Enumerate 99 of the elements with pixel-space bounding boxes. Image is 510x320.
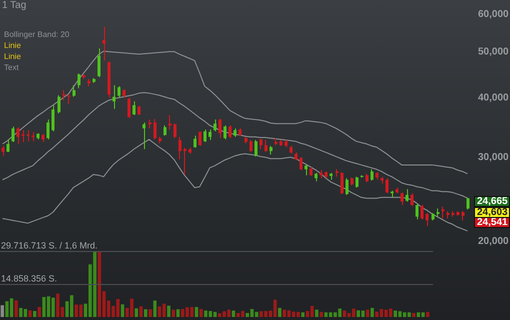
candlestick (370, 168, 374, 182)
candlestick (112, 84, 116, 110)
y-tick-label: 60,000 (478, 8, 510, 20)
candlestick (224, 124, 226, 140)
bar (254, 312, 258, 317)
candlestick (410, 192, 414, 206)
candlestick (102, 26, 106, 62)
bar (320, 312, 324, 317)
candlestick (254, 140, 258, 158)
candlestick (300, 156, 302, 171)
candlestick (346, 178, 348, 196)
candlestick (462, 210, 464, 221)
ref-line-label: 14.858.356 S. (1, 273, 58, 284)
candlestick (142, 122, 146, 150)
candlestick (16, 126, 20, 144)
bar (194, 307, 198, 317)
candlestick (250, 140, 252, 152)
candlestick (204, 129, 206, 142)
bar (33, 311, 36, 317)
bar (42, 297, 46, 317)
candlestick (386, 178, 388, 194)
bar (246, 313, 250, 317)
candlestick (416, 204, 418, 220)
candlestick (184, 147, 186, 175)
bar (172, 310, 176, 317)
candlestick (194, 135, 196, 148)
candlestick (340, 172, 344, 195)
y-tick-label: 40,000 (478, 92, 510, 104)
annotation: Linie (4, 52, 21, 61)
bar (301, 312, 305, 317)
candlestick (128, 97, 130, 118)
candlestick (264, 140, 268, 152)
candlestick (32, 131, 34, 142)
candlestick (406, 188, 408, 202)
bar (232, 310, 236, 317)
candlestick (356, 176, 358, 188)
bar (98, 251, 102, 317)
candlestick (98, 48, 100, 78)
annotation: Linie (4, 41, 21, 50)
bar (144, 309, 148, 317)
candlestick (208, 129, 212, 141)
candlestick (420, 204, 424, 220)
candlestick (12, 126, 14, 142)
candlestick (72, 84, 76, 98)
candlestick (214, 119, 216, 132)
candlestick (62, 90, 66, 101)
candlestick (260, 138, 262, 150)
bar (162, 304, 166, 317)
bar (176, 309, 180, 317)
annotation: Bollinger Band: 20 (4, 30, 70, 39)
candlestick (6, 138, 10, 152)
bar (278, 308, 282, 317)
y-tick-label: 30,000 (478, 152, 510, 163)
candlestick (304, 164, 308, 176)
candlestick (198, 130, 202, 146)
bar (315, 310, 318, 317)
bar (134, 308, 138, 317)
bar (199, 309, 203, 317)
chart-title: 1 Tag (2, 0, 26, 11)
candlestick (68, 94, 70, 105)
bar (148, 309, 152, 317)
bar (273, 300, 277, 317)
candlestick (228, 124, 232, 139)
bar (412, 313, 416, 317)
candlestick (218, 118, 222, 139)
candlestick (168, 114, 172, 130)
text: 24,541 (474, 217, 510, 228)
candlestick (132, 100, 136, 116)
bar (310, 306, 314, 317)
bar (0, 305, 4, 317)
candlestick (178, 136, 182, 160)
y-tick-label: 50,000 (478, 46, 510, 58)
candlestick (138, 105, 140, 116)
bar (14, 300, 18, 317)
text: 24,603 (474, 206, 510, 218)
ref-line-label: 29.716.713 S. / 1,6 Mrd. (1, 240, 98, 250)
bar (426, 312, 430, 317)
candlestick (400, 192, 404, 206)
bar (167, 306, 170, 317)
bar (366, 310, 370, 317)
candlestick (154, 118, 156, 140)
candlestick (46, 119, 50, 140)
candlestick (2, 145, 4, 156)
bar (38, 307, 41, 317)
bar (5, 301, 9, 317)
candlestick (58, 94, 60, 114)
bar (153, 300, 157, 317)
annotation: Text (4, 63, 19, 72)
candlestick (466, 197, 470, 210)
candlestick (174, 123, 176, 139)
bar (370, 308, 374, 317)
text: 24,665 (474, 196, 510, 207)
bar (282, 310, 286, 317)
candlestick (52, 104, 54, 132)
y-tick-label: 20,000 (478, 236, 510, 247)
candlestick (426, 212, 428, 227)
candlestick (118, 86, 120, 98)
candlestick (78, 72, 80, 89)
candlestick (164, 124, 166, 136)
